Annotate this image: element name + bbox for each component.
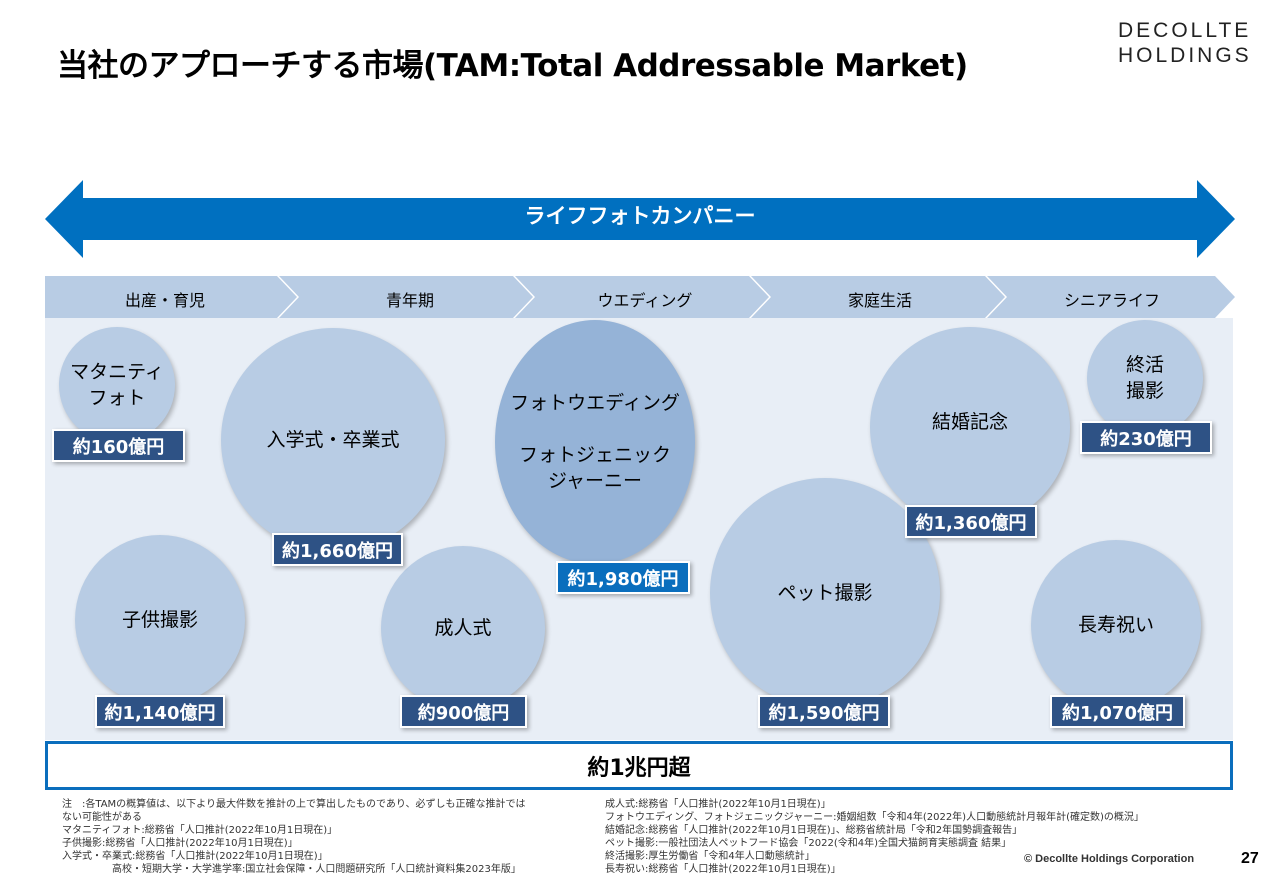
stage-label: 出産・育児 [124,291,205,310]
logo-line: HOLDINGS [1118,44,1252,67]
stage-label: 青年期 [385,291,434,310]
stage-label: シニアライフ [1063,291,1160,310]
market-value: 約1,360億円 [905,505,1037,538]
arrow-label: ライフフォトカンパニー [524,204,756,228]
market-bubble: 入学式・卒業式 [221,328,445,552]
double-arrow [45,180,1235,258]
page-number: 27 [1241,850,1259,867]
market-bubble: マタニティ フォト [59,327,175,443]
life-stage-band [45,276,1235,318]
market-value: 約1,590億円 [758,695,890,728]
market-bubble: 終活 撮影 [1087,320,1203,436]
market-value: 約900億円 [400,695,527,728]
stage-label: ウエディング [597,291,693,310]
market-bubble: 成人式 [381,546,545,710]
page-title: 当社のアプローチする市場(TAM:Total Addressable Marke… [57,48,968,84]
logo-line: DECOLLTE [1118,19,1252,42]
company-logo: DECOLLTE HOLDINGS [1118,18,1252,68]
market-value: 約230億円 [1080,421,1212,454]
copyright: © Decollte Holdings Corporation [1024,853,1195,865]
market-value: 約1,660億円 [272,533,403,566]
market-bubble: ペット撮影 [710,478,940,708]
market-value: 約1,140億円 [95,695,225,728]
total-tam: 約1兆円超 [45,741,1233,790]
market-value: 約1,980億円 [556,561,690,594]
market-value: 約160億円 [52,429,185,462]
market-bubble: 結婚記念 [870,327,1070,527]
market-bubble: 子供撮影 [75,535,245,705]
market-bubble: フォトウエディング フォトジェニック ジャーニー [495,320,695,564]
market-bubble: 長寿祝い [1031,540,1201,710]
footnotes-left: 注 :各TAMの概算値は、以下より最大件数を推計の上で算出したものであり、必ずし… [62,799,526,875]
market-value: 約1,070億円 [1050,695,1185,728]
stage-label: 家庭生活 [847,291,912,310]
footnotes-right: 成人式:総務省「人口推計(2022年10月1日現在)」 フォトウエディング、フォ… [605,799,1144,875]
